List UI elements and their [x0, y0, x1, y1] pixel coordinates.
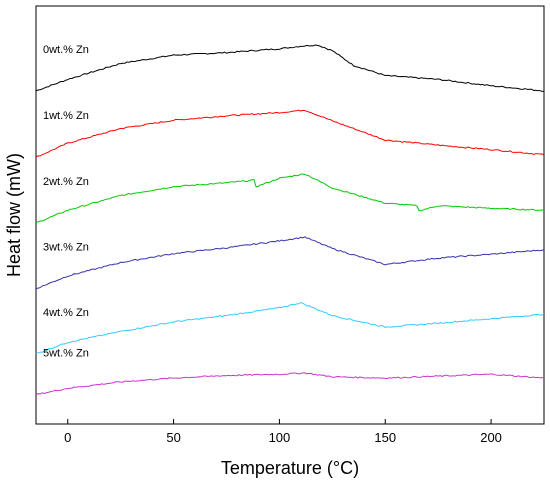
- series-line-4: [35, 302, 545, 355]
- series-line-2: [35, 173, 545, 223]
- series-labels: 0wt.% Zn 1wt.% Zn 2wt.% Zn 3wt.% Zn 4wt.% Zn…: [43, 44, 89, 360]
- series-layer: [35, 44, 545, 396]
- x-tick-label-150: 150: [374, 430, 396, 445]
- y-axis-title: Heat flow (mW): [4, 153, 24, 277]
- series-label-2: 2wt.% Zn: [43, 176, 89, 188]
- x-tick-label-100: 100: [269, 430, 291, 445]
- series-label-0: 0wt.% Zn: [43, 44, 89, 56]
- series-line-0: [35, 44, 545, 92]
- series-label-3: 3wt.% Zn: [43, 242, 89, 254]
- series-line-1: [35, 109, 545, 158]
- x-ticks: [67, 419, 492, 424]
- x-tick-label-0: 0: [64, 430, 71, 445]
- x-axis-title: Temperature (°C): [221, 458, 359, 478]
- series-line-3: [35, 236, 545, 290]
- series-label-1: 1wt.% Zn: [43, 110, 89, 122]
- x-tick-label-200: 200: [480, 430, 502, 445]
- series-label-5: 5wt.% Zn: [43, 348, 89, 360]
- series-line-5: [35, 372, 545, 396]
- series-label-4: 4wt.% Zn: [43, 307, 89, 319]
- x-tick-labels: 0 50 100 150 200: [64, 430, 502, 445]
- x-tick-label-50: 50: [166, 430, 180, 445]
- plot-frame: [35, 5, 545, 425]
